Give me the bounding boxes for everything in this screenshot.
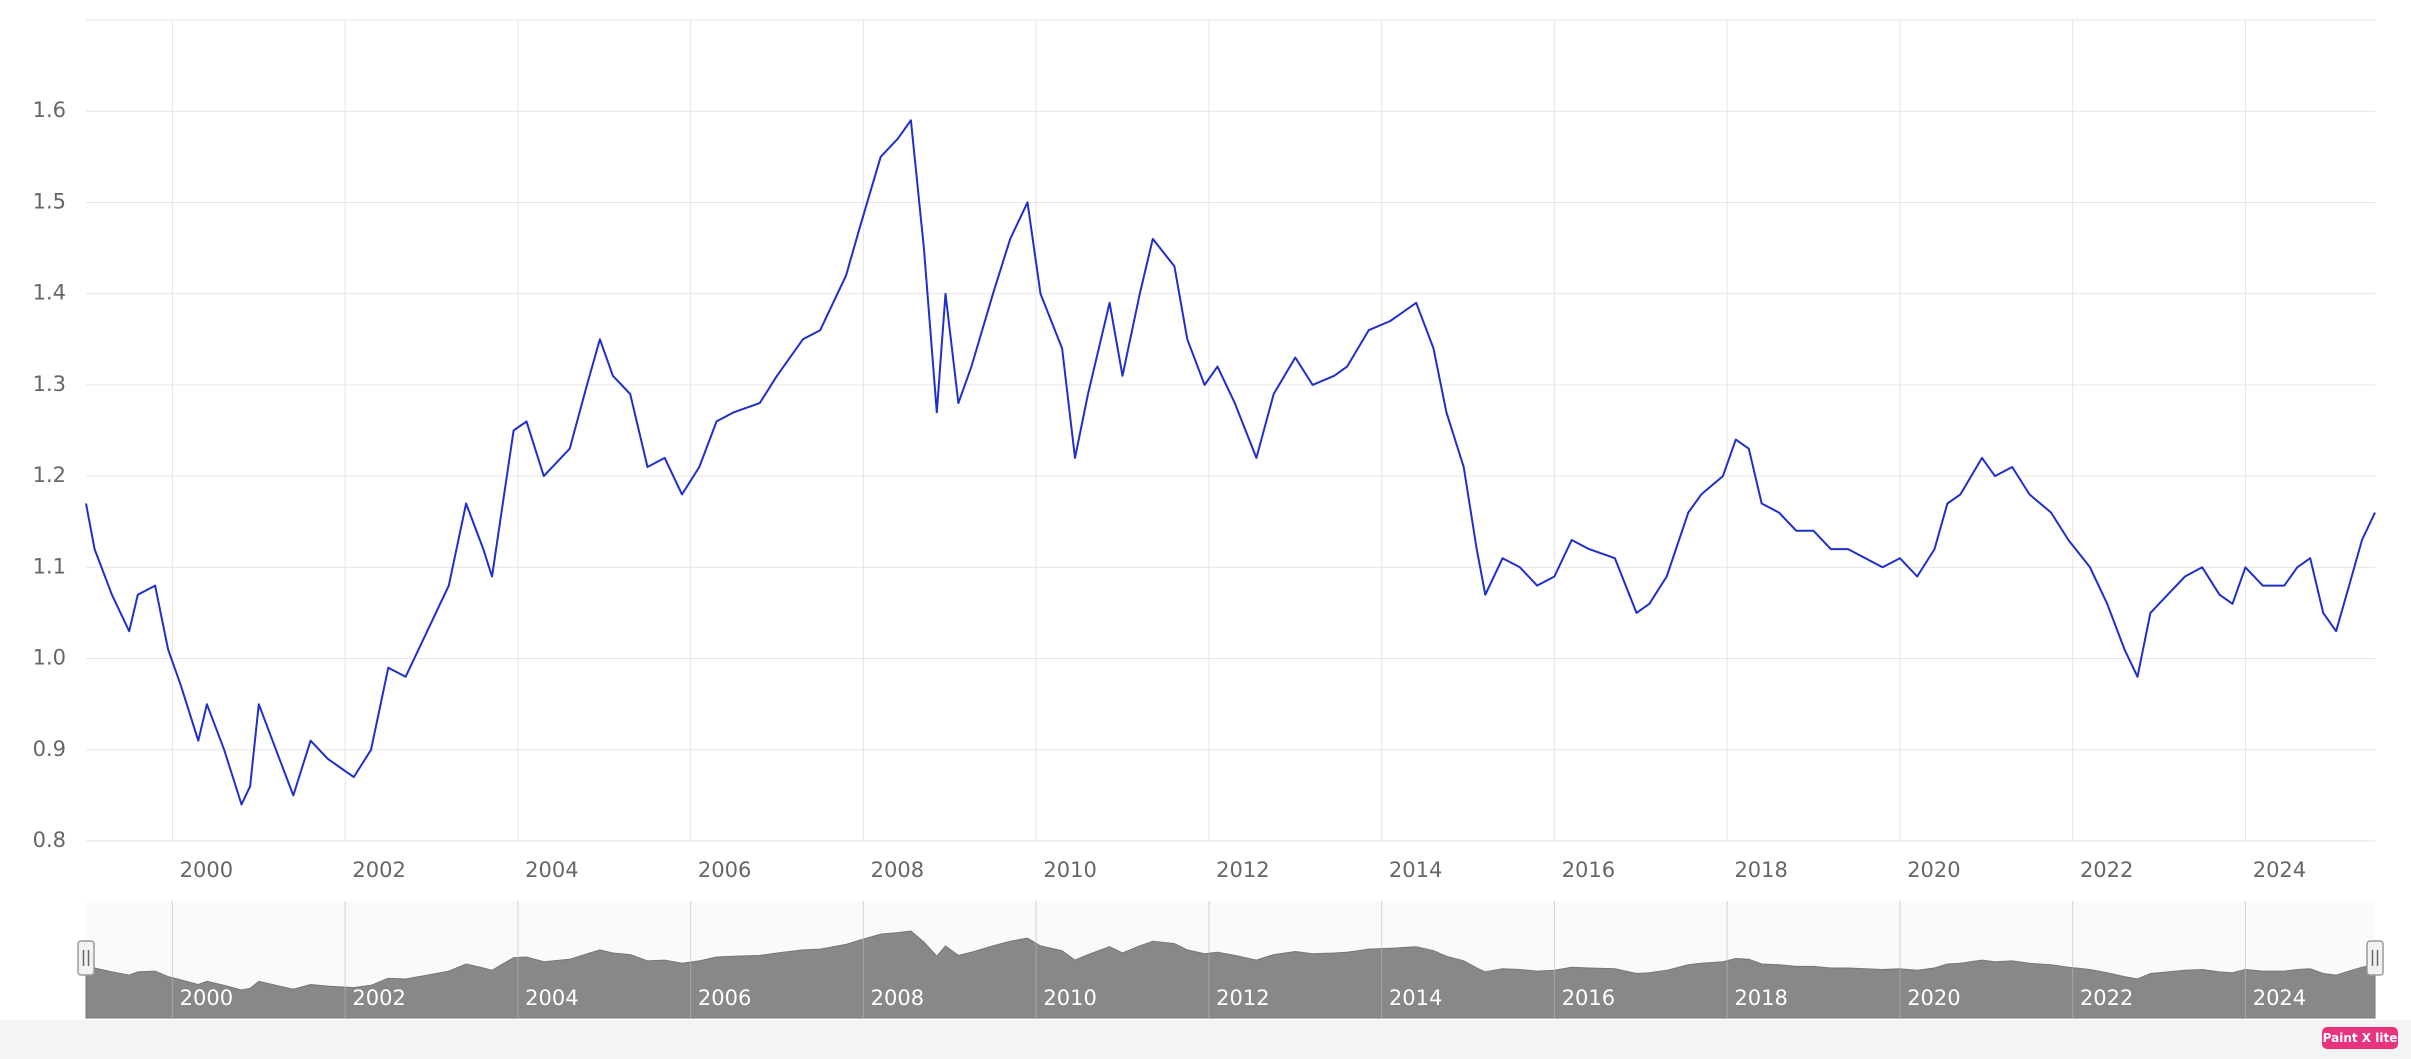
y-tick-label: 0.9 [33,737,66,761]
navigator-tick-label: 2000 [180,986,233,1010]
price-line [85,119,2376,806]
x-tick-label: 2002 [352,858,405,882]
x-tick-label: 2014 [1389,858,1442,882]
navigator-tick-label: 2024 [2253,986,2306,1010]
footer-strip [0,1020,2411,1059]
x-tick-label: 2022 [2080,858,2133,882]
navigator-tick-label: 2020 [1907,986,1960,1010]
x-tick-label: 2000 [180,858,233,882]
x-tick-label: 2006 [698,858,751,882]
navigator-tick-label: 2006 [698,986,751,1010]
y-tick-label: 1.5 [33,189,66,213]
y-tick-label: 0.8 [33,828,66,852]
navigator-tick-label: 2008 [871,986,924,1010]
y-tick-label: 1.3 [33,372,66,396]
navigator-tick-label: 2004 [525,986,578,1010]
navigator-tick-label: 2018 [1734,986,1787,1010]
y-tick-label: 1.1 [33,554,66,578]
y-tick-label: 1.4 [33,281,66,305]
x-tick-label: 2016 [1562,858,1615,882]
x-tick-label: 2012 [1216,858,1269,882]
navigator-handle[interactable] [77,940,95,976]
navigator-tick-label: 2014 [1389,986,1442,1010]
navigator-tick-label: 2002 [352,986,405,1010]
x-tick-label: 2018 [1734,858,1787,882]
y-tick-label: 1.0 [33,646,66,670]
x-tick-label: 2024 [2253,858,2306,882]
navigator-tick-label: 2012 [1216,986,1269,1010]
y-tick-label: 1.2 [33,463,66,487]
navigator-tick-label: 2010 [1043,986,1096,1010]
watermark: Paint X lite [2322,1027,2398,1049]
y-tick-label: 1.6 [33,98,66,122]
x-tick-label: 2010 [1043,858,1096,882]
x-tick-label: 2008 [871,858,924,882]
navigator-area [85,930,2376,1019]
navigator-handle[interactable] [2366,940,2384,976]
navigator-tick-label: 2016 [1562,986,1615,1010]
x-tick-label: 2004 [525,858,578,882]
navigator-tick-label: 2022 [2080,986,2133,1010]
x-tick-label: 2020 [1907,858,1960,882]
